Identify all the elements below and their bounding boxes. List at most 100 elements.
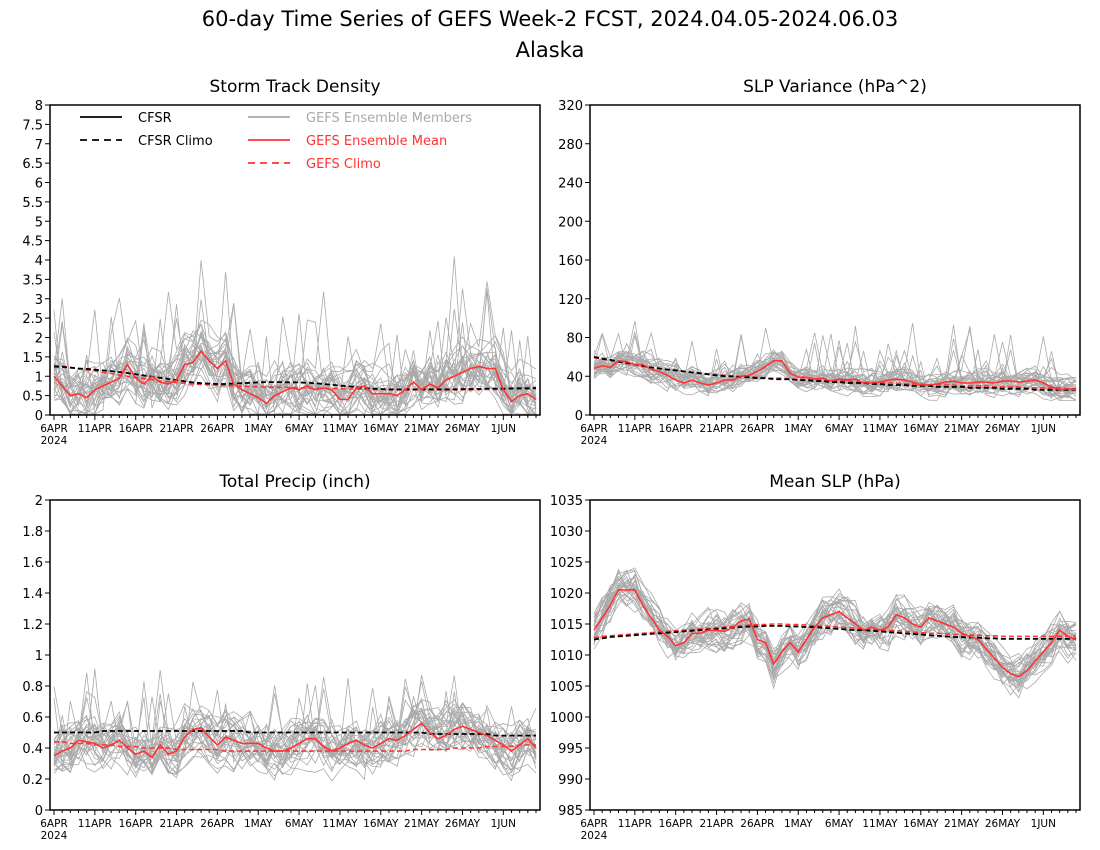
y-tick-label: 0.4	[22, 742, 43, 757]
y-tick-label: 1020	[550, 587, 583, 602]
x-tick-label: 16APR	[119, 423, 153, 435]
x-tick-label: 21APR	[699, 423, 733, 435]
y-tick-label: 1035	[550, 494, 583, 509]
x-year-label: 2024	[581, 830, 608, 842]
gefs-ensemble-mean-line	[593, 589, 1077, 678]
y-tick-label: 7.5	[22, 118, 43, 133]
x-tick-label: 6APR	[40, 818, 68, 830]
y-tick-label: 0	[35, 409, 43, 424]
y-tick-label: 0.8	[22, 680, 43, 695]
cfsr-climo-line	[593, 625, 1076, 641]
y-tick-label: 1.4	[22, 587, 43, 602]
panel-title: Total Precip (inch)	[218, 472, 370, 492]
ensemble-member-line	[53, 696, 537, 775]
gefs-climo-line	[54, 740, 536, 752]
panel-1: SLP Variance (hPa^2) 0 40 80 120 160 200 240 280…	[558, 77, 1081, 447]
x-tick-label: 26APR	[740, 423, 774, 435]
gefs-ensemble-mean-line	[53, 349, 537, 405]
x-tick-label: 1MAY	[244, 818, 273, 830]
y-tick-label: 0.2	[22, 773, 43, 788]
x-tick-label: 11APR	[78, 423, 112, 435]
cfsr-climo-line	[53, 365, 537, 391]
x-tick-label: 26MAY	[985, 818, 1021, 830]
y-tick-label: 0.5	[22, 390, 43, 405]
x-tick-label: 11MAY	[322, 818, 358, 830]
ensemble-member-line	[593, 573, 1077, 685]
ensemble-member-line	[53, 678, 537, 769]
y-tick-label: 3.5	[22, 273, 43, 288]
ensemble-member-line	[593, 591, 1077, 676]
cfsr-climo-line	[54, 730, 536, 737]
gefs-climo-line	[593, 623, 1076, 639]
x-tick-label: 21MAY	[404, 818, 440, 830]
y-tick-label: 280	[558, 138, 583, 153]
y-tick-label: 2	[35, 494, 43, 509]
x-tick-label: 11APR	[618, 818, 652, 830]
ensemble-member-line	[53, 710, 537, 771]
y-tick-label: 5	[35, 215, 43, 230]
x-tick-label: 21APR	[699, 818, 733, 830]
y-tick-label: 6	[35, 177, 43, 192]
x-tick-label: 16APR	[659, 423, 693, 435]
x-tick-label: 6APR	[40, 423, 68, 435]
gefs-ensemble-mean-line	[53, 722, 537, 759]
ensemble-member-line	[53, 685, 537, 777]
y-tick-label: 1.6	[22, 556, 43, 571]
ensemble-member-line	[53, 319, 536, 415]
x-tick-label: 26MAY	[445, 818, 481, 830]
x-tick-label: 26APR	[740, 818, 774, 830]
ensemble-member-line	[593, 330, 1077, 395]
y-tick-label: 995	[558, 742, 583, 757]
ensemble-member-line	[593, 584, 1077, 671]
legend-label: CFSR Climo	[138, 134, 213, 149]
y-tick-label: 1	[35, 649, 43, 664]
ensemble-member-line	[53, 298, 537, 415]
y-tick-label: 0	[35, 804, 43, 819]
y-tick-label: 4.5	[22, 235, 43, 250]
x-tick-label: 16MAY	[903, 818, 939, 830]
x-tick-label: 16MAY	[363, 423, 399, 435]
x-tick-label: 16APR	[659, 818, 693, 830]
panel-3: Mean SLP (hPa) 985 990 995 1000 1005 1010 1015 1…	[550, 472, 1081, 842]
ensemble-member-line	[53, 683, 537, 776]
ensemble-member-line	[53, 321, 537, 415]
ensemble-member-line	[53, 336, 537, 415]
x-tick-label: 6APR	[580, 423, 608, 435]
ensemble-member-line	[53, 323, 537, 408]
panel-2: Total Precip (inch) 0 0.2 0.4 0.6 0.8 1 1.2 1.4 1…	[22, 472, 541, 842]
ensemble-member-line	[53, 308, 537, 415]
y-tick-label: 1015	[550, 618, 583, 633]
cfsr-climo-line	[593, 356, 1076, 391]
page-title: 60-day Time Series of GEFS Week-2 FCST, …	[202, 7, 899, 31]
x-tick-label: 1JUN	[1031, 818, 1056, 830]
y-tick-label: 240	[558, 177, 583, 192]
x-tick-label: 21MAY	[944, 423, 980, 435]
y-tick-label: 2	[35, 332, 43, 347]
x-tick-label: 11MAY	[862, 818, 898, 830]
plot-frame	[49, 499, 541, 811]
x-tick-label: 16APR	[119, 818, 153, 830]
x-tick-label: 6MAY	[825, 423, 854, 435]
ensemble-member-line	[53, 670, 537, 776]
y-tick-label: 160	[558, 254, 583, 269]
x-tick-label: 6APR	[580, 818, 608, 830]
ensemble-member-line	[53, 668, 537, 773]
y-tick-label: 6.5	[22, 157, 43, 172]
plot-area	[593, 567, 1077, 699]
legend-label: GEFS Ensemble Members	[306, 111, 472, 126]
legend-label: GEFS Ensemble Mean	[306, 134, 447, 149]
ensemble-member-line	[593, 332, 1077, 397]
y-tick-label: 40	[566, 370, 583, 385]
panel-title: SLP Variance (hPa^2)	[743, 77, 927, 97]
x-tick-label: 26MAY	[985, 423, 1021, 435]
ensemble-member-line	[593, 580, 1077, 686]
legend: CFSR CFSR Climo GEFS Ensemble Members GEFS …	[80, 111, 472, 172]
x-year-label: 2024	[41, 830, 68, 842]
plot-area	[53, 668, 537, 782]
y-tick-label: 985	[558, 804, 583, 819]
ensemble-member-line	[593, 331, 1077, 397]
y-tick-label: 0	[575, 409, 583, 424]
x-tick-label: 26APR	[200, 423, 234, 435]
ensemble-member-line	[53, 681, 537, 774]
